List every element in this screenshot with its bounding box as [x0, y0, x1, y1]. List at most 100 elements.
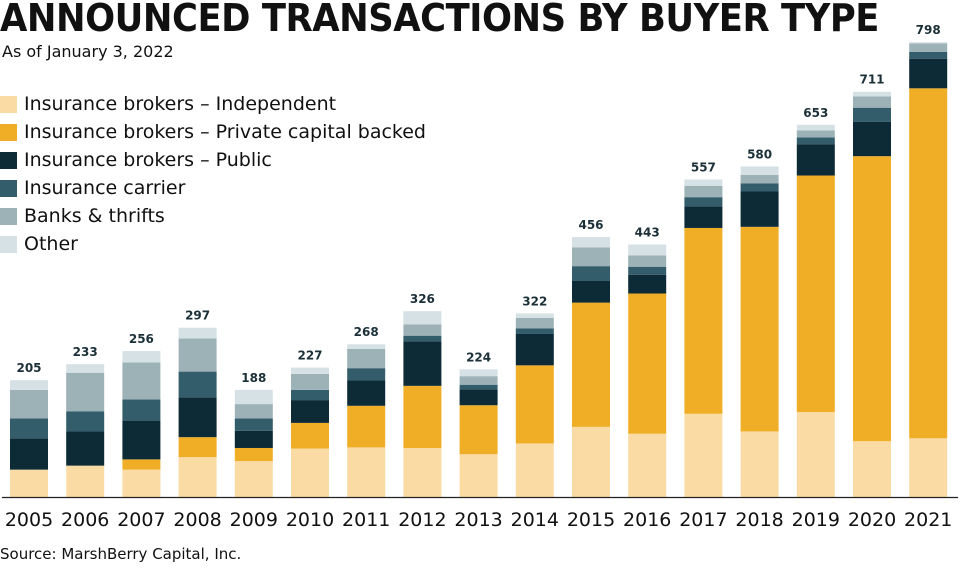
bar-segment-2018-s2: [740, 191, 779, 227]
bar-segment-2007-s1: [122, 459, 161, 470]
x-tick-label-2019: 2019: [792, 509, 840, 531]
bar-segment-2020-s1: [853, 156, 891, 442]
legend-swatch: [0, 151, 17, 169]
total-label-2019: 653: [803, 106, 828, 120]
bar-segment-2010-s0: [291, 448, 329, 497]
legend-item-private-capital: Insurance brokers – Private capital back…: [0, 118, 426, 146]
total-label-2020: 711: [859, 73, 884, 87]
bar-segment-2010-s1: [291, 422, 329, 449]
legend: Insurance brokers – Independent Insuranc…: [0, 90, 426, 258]
bar-segment-2012-s4: [403, 324, 442, 336]
bar-segment-2008-s5: [178, 327, 217, 339]
bar-segment-2005-s0: [10, 469, 48, 497]
bar-segment-2018-s3: [740, 183, 779, 192]
bar-segment-2017-s3: [684, 197, 723, 207]
total-label-2016: 443: [635, 225, 660, 239]
legend-item-independent: Insurance brokers – Independent: [0, 90, 426, 118]
bar-segment-2014-s1: [515, 365, 554, 444]
bar-segment-2020-s3: [853, 107, 891, 122]
bar-segment-2012-s3: [403, 335, 442, 342]
bar-segment-2019-s3: [796, 137, 835, 145]
bar-segment-2011-s5: [347, 344, 386, 349]
total-label-2009: 188: [241, 371, 266, 385]
bar-segment-2010-s2: [291, 400, 329, 423]
bar-segment-2015-s3: [572, 266, 610, 281]
bar-segment-2009-s3: [234, 418, 273, 431]
x-tick-label-2011: 2011: [342, 509, 390, 531]
bar-segment-2005-s5: [10, 380, 48, 390]
bar-segment-2009-s1: [234, 447, 273, 462]
bar-segment-2009-s4: [234, 404, 273, 419]
bar-segment-2012-s1: [403, 385, 442, 448]
x-tick-label-2012: 2012: [398, 509, 446, 531]
bar-segment-2013-s5: [459, 369, 498, 377]
legend-label: Insurance brokers – Private capital back…: [24, 121, 426, 143]
legend-label: Insurance brokers – Independent: [24, 93, 337, 115]
legend-swatch: [0, 179, 17, 197]
legend-item-other: Other: [0, 230, 426, 258]
legend-item-banks: Banks & thrifts: [0, 202, 426, 230]
x-tick-label-2021: 2021: [904, 509, 952, 531]
legend-swatch: [0, 123, 17, 141]
bar-segment-2016-s2: [628, 274, 667, 294]
total-label-2008: 297: [185, 309, 210, 323]
bar-segment-2014-s5: [515, 313, 554, 319]
legend-item-carrier: Insurance carrier: [0, 174, 426, 202]
total-label-2010: 227: [297, 349, 322, 363]
bar-segment-2007-s4: [122, 362, 161, 400]
bar-segment-2019-s1: [796, 175, 835, 413]
bar-segment-2021-s5: [909, 42, 948, 44]
bar-segment-2007-s2: [122, 420, 161, 460]
chart-subtitle: As of January 3, 2022: [2, 42, 174, 61]
chart-title: ANNOUNCED TRANSACTIONS BY BUYER TYPE: [0, 0, 879, 40]
bar-segment-2014-s0: [515, 443, 554, 497]
x-tick-label-2009: 2009: [230, 509, 278, 531]
bar-segment-2011-s4: [347, 348, 386, 369]
total-label-2006: 233: [73, 345, 98, 359]
bar-segment-2021-s4: [909, 43, 948, 52]
bar-segment-2013-s1: [459, 405, 498, 455]
bar-segment-2010-s3: [291, 389, 329, 401]
bar-segment-2015-s5: [572, 237, 610, 248]
bar-segment-2015-s0: [572, 426, 610, 497]
legend-label: Insurance brokers – Public: [24, 149, 272, 171]
total-label-2018: 580: [747, 147, 772, 161]
bar-segment-2019-s2: [796, 144, 835, 176]
bar-segment-2011-s3: [347, 368, 386, 381]
bar-segment-2014-s2: [515, 333, 554, 366]
bar-segment-2017-s4: [684, 185, 723, 198]
bar-segment-2019-s5: [796, 124, 835, 131]
bar-segment-2020-s4: [853, 96, 891, 108]
bar-segment-2008-s3: [178, 371, 217, 398]
bar-segment-2005-s4: [10, 389, 48, 419]
bar-segment-2010-s4: [291, 373, 329, 390]
bar-segment-2018-s0: [740, 431, 779, 497]
x-tick-label-2016: 2016: [623, 509, 671, 531]
bar-segment-2018-s1: [740, 226, 779, 432]
bar-segment-2009-s2: [234, 430, 273, 448]
x-tick-label-2010: 2010: [286, 509, 334, 531]
bar-segment-2007-s0: [122, 469, 161, 497]
bar-segment-2008-s2: [178, 397, 217, 438]
bar-segment-2011-s2: [347, 380, 386, 406]
bar-segment-2006-s5: [66, 364, 105, 373]
legend-swatch: [0, 207, 17, 225]
x-tick-label-2020: 2020: [848, 509, 896, 531]
bar-segment-2013-s3: [459, 384, 498, 390]
bar-segment-2013-s0: [459, 454, 498, 497]
bar-segment-2016-s5: [628, 244, 667, 256]
legend-item-public: Insurance brokers – Public: [0, 146, 426, 174]
total-label-2021: 798: [916, 23, 941, 37]
bar-segment-2014-s3: [515, 328, 554, 334]
bar-segment-2006-s0: [66, 465, 105, 497]
bar-segment-2008-s1: [178, 437, 217, 458]
legend-label: Other: [24, 233, 78, 255]
x-tick-label-2005: 2005: [5, 509, 53, 531]
bar-segment-2019-s4: [796, 130, 835, 138]
bar-segment-2017-s0: [684, 413, 723, 497]
bar-segment-2013-s4: [459, 376, 498, 385]
source-note: Source: MarshBerry Capital, Inc.: [0, 545, 242, 563]
bar-segment-2020-s2: [853, 121, 891, 157]
bar-segment-2017-s1: [684, 227, 723, 414]
total-label-2011: 268: [354, 325, 379, 339]
